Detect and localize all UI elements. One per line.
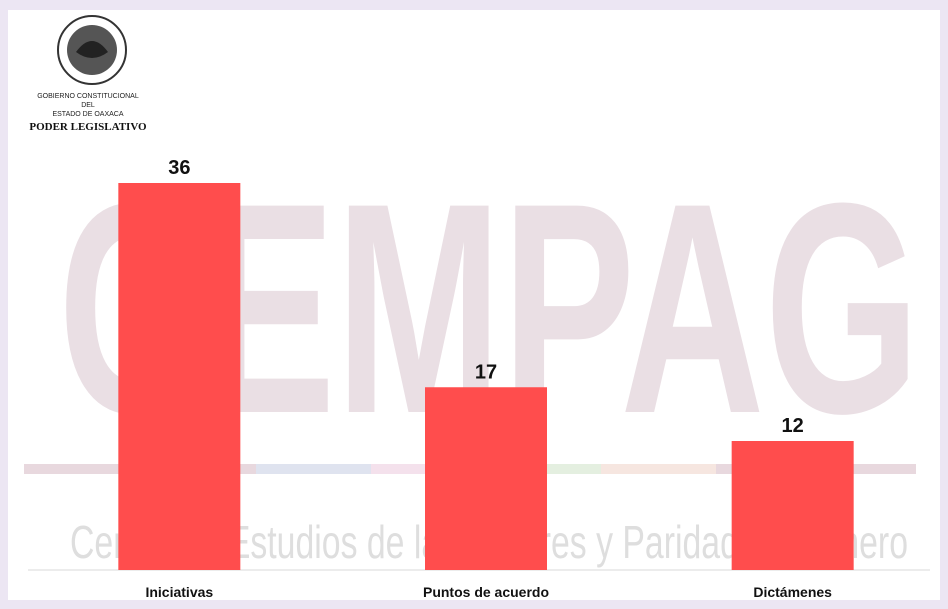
header-line: DEL xyxy=(81,102,95,109)
stripe xyxy=(601,464,716,474)
value-label: 12 xyxy=(782,415,804,437)
bar xyxy=(425,387,547,570)
x-tick-label: Puntos de acuerdo xyxy=(423,584,549,600)
value-label: 36 xyxy=(168,157,190,179)
stripe xyxy=(256,464,371,474)
header-line: ESTADO DE OAXACA xyxy=(52,111,123,118)
x-tick-label: Dictámenes xyxy=(753,584,832,600)
institution: PODER LEGISLATIVO xyxy=(29,121,147,133)
header-line: GOBIERNO CONSTITUCIONAL xyxy=(37,93,139,100)
bar xyxy=(118,183,240,570)
chart: GOBIERNO CONSTITUCIONAL DEL ESTADO DE OA… xyxy=(0,0,948,609)
bar xyxy=(732,441,854,570)
value-label: 17 xyxy=(475,361,497,383)
logo xyxy=(58,16,126,84)
page: GOBIERNO CONSTITUCIONAL DEL ESTADO DE OA… xyxy=(0,0,948,609)
x-tick-label: Iniciativas xyxy=(145,584,213,600)
